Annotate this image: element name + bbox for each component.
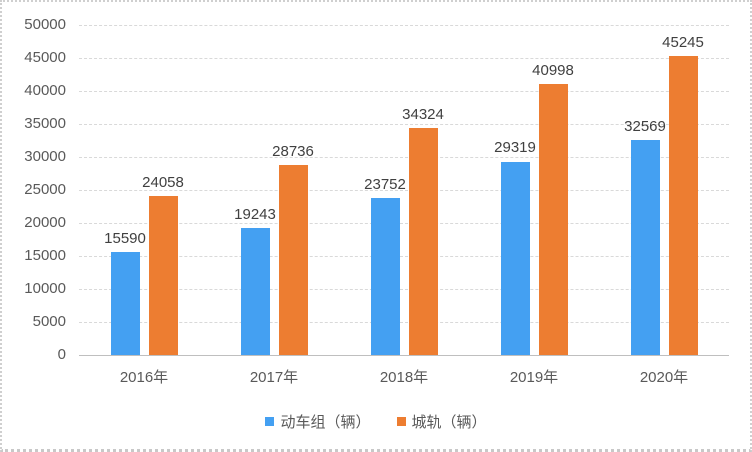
bar-2017年-series-0	[240, 228, 270, 355]
gridline	[79, 91, 729, 92]
data-label-2020年-series-1: 45245	[662, 34, 704, 52]
gridline	[79, 190, 729, 191]
x-tick-label-2020年: 2020年	[639, 369, 689, 386]
bar-2020年-series-1	[668, 56, 698, 355]
legend-item-series-0: 动车组（辆）	[265, 411, 371, 432]
legend-swatch-orange	[396, 417, 406, 426]
y-tick-label: 50000	[24, 16, 66, 33]
data-label-2018年-series-1: 34324	[402, 106, 444, 124]
data-label-2016年-series-0: 15590	[104, 230, 146, 248]
y-tick-label: 5000	[32, 313, 66, 330]
legend: 动车组（辆） 城轨（辆）	[2, 411, 750, 432]
x-tick-label-2016年: 2016年	[119, 369, 169, 386]
x-tick-label-2018年: 2018年	[379, 369, 429, 386]
gridline	[79, 322, 729, 323]
x-axis-line	[79, 355, 729, 356]
data-label-2019年-series-0: 29319	[494, 139, 536, 157]
legend-swatch-blue	[265, 417, 275, 426]
legend-label-series-0: 动车组（辆）	[280, 414, 371, 431]
y-tick-label: 25000	[24, 181, 66, 198]
y-tick-label: 35000	[24, 115, 66, 132]
data-label-2020年-series-0: 32569	[624, 118, 666, 136]
bar-2017年-series-1	[278, 165, 308, 355]
data-label-2017年-series-1: 28736	[272, 143, 314, 161]
bar-2016年-series-0	[110, 252, 140, 355]
gridline	[79, 58, 729, 59]
x-tick-label-2019年: 2019年	[509, 369, 559, 386]
gridline	[79, 289, 729, 290]
y-tick-label: 10000	[24, 280, 66, 297]
gridline	[79, 256, 729, 257]
bar-2018年-series-0	[370, 198, 400, 355]
bar-2018年-series-1	[408, 128, 438, 355]
data-label-2017年-series-0: 19243	[234, 205, 276, 223]
bar-2019年-series-0	[500, 161, 530, 355]
bar-2016年-series-1	[148, 196, 178, 355]
y-tick-label: 45000	[24, 49, 66, 66]
bar-2019年-series-1	[538, 84, 568, 355]
data-label-2016年-series-1: 24058	[142, 174, 184, 192]
gridline	[79, 223, 729, 224]
data-label-2019年-series-1: 40998	[532, 62, 574, 80]
gridline	[79, 124, 729, 125]
y-tick-label: 40000	[24, 82, 66, 99]
data-label-2018年-series-0: 23752	[364, 176, 406, 194]
y-tick-label: 20000	[24, 214, 66, 231]
bar-2020年-series-0	[630, 140, 660, 355]
gridline	[79, 25, 729, 26]
y-tick-label: 15000	[24, 247, 66, 264]
x-tick-label-2017年: 2017年	[249, 369, 299, 386]
plot-area	[79, 25, 729, 356]
y-tick-label: 0	[57, 346, 66, 363]
legend-label-series-1: 城轨（辆）	[411, 414, 487, 431]
legend-item-series-1: 城轨（辆）	[396, 411, 487, 432]
gridline	[79, 157, 729, 158]
y-tick-label: 30000	[24, 148, 66, 165]
